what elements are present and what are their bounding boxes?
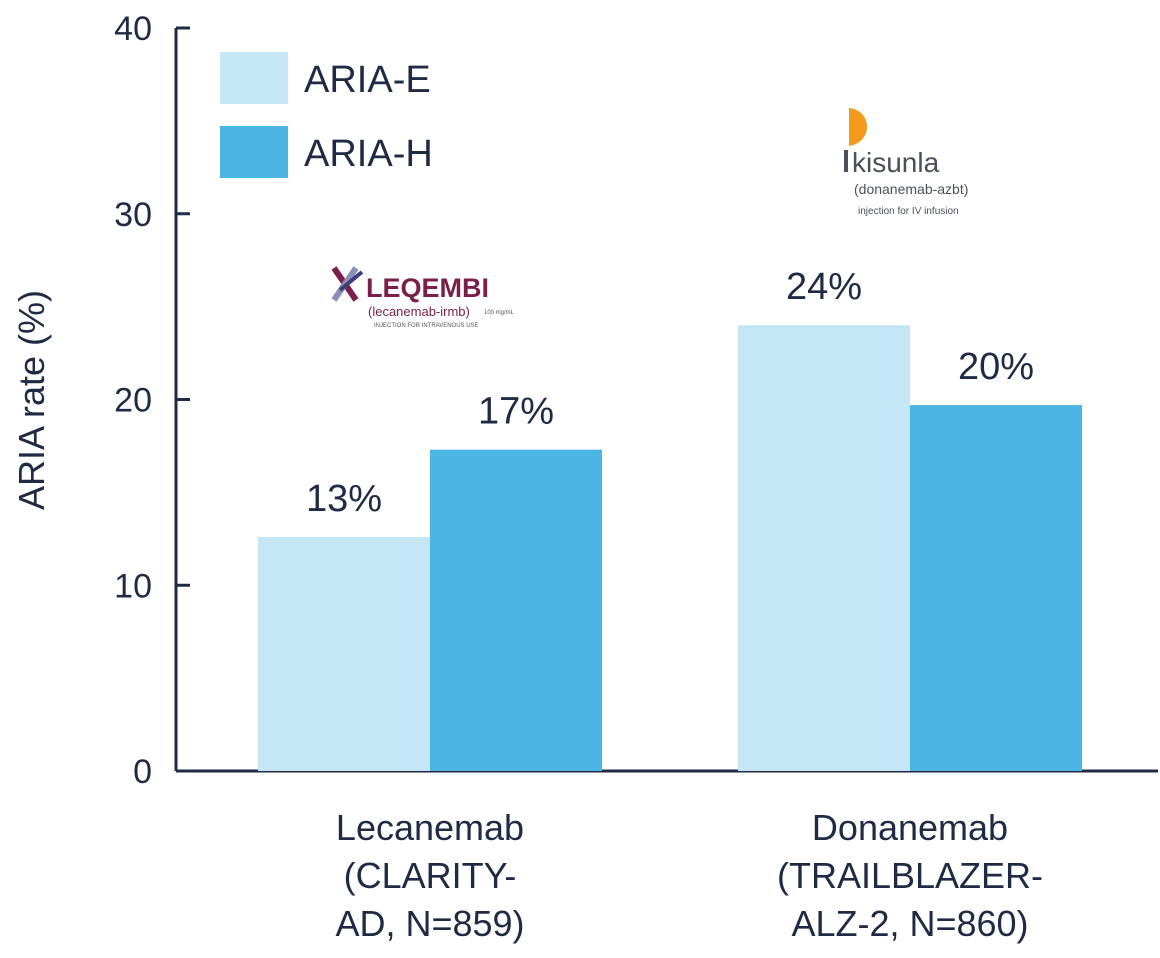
leqembi-strength: 100 mg/mL [484, 310, 515, 316]
leqembi-route: INJECTION FOR INTRAVENOUS USE [374, 323, 479, 329]
legend-swatch-aria-e [220, 52, 288, 104]
legend-swatch-aria-h [220, 126, 288, 178]
leqembi-generic: (lecanemab-irmb) [368, 304, 470, 319]
bar-aria-e-0 [258, 536, 430, 771]
leqembi-mark-icon [331, 266, 364, 302]
kisunla-route: injection for IV infusion [858, 206, 959, 217]
y-tick-label: 0 [133, 753, 152, 791]
data-label-aria-e-1: 24% [786, 266, 862, 308]
category-label-line: Lecanemab [336, 807, 524, 848]
leqembi-logo: LEQEMBI (lecanemab-irmb) 100 mg/mL INJEC… [331, 266, 515, 329]
kisunla-mark-icon [849, 108, 868, 146]
y-ticks: 0 10 20 30 40 [114, 10, 190, 791]
kisunla-name: kisunla [852, 147, 940, 178]
y-tick-label: 20 [114, 382, 152, 420]
y-tick-label: 10 [114, 567, 152, 605]
leqembi-name: LEQEMBI [366, 273, 489, 303]
bars [258, 325, 1082, 771]
legend: ARIA-E ARIA-H [220, 52, 433, 178]
data-label-aria-e-0: 13% [306, 478, 382, 520]
category-labels: Lecanemab (CLARITY- AD, N=859) Donanemab (TR… [335, 807, 1043, 944]
data-label-aria-h-1: 20% [958, 346, 1034, 388]
data-labels: 13% 17% 24% 20% [306, 266, 1034, 520]
y-tick-label: 30 [114, 196, 152, 234]
legend-label-aria-e: ARIA-E [304, 59, 431, 101]
category-label-line: AD, N=859) [335, 903, 524, 944]
kisunla-mark-stem-icon [844, 150, 848, 172]
category-label-line: ALZ-2, N=860) [791, 903, 1028, 944]
bar-aria-h-1 [910, 405, 1082, 771]
data-label-aria-h-0: 17% [478, 391, 554, 433]
y-tick-label: 40 [114, 10, 152, 48]
category-label-line: (TRAILBLAZER- [777, 855, 1043, 896]
category-label-line: (CLARITY- [344, 855, 517, 896]
bar-aria-e-1 [738, 325, 910, 771]
kisunla-generic: (donanemab-azbt) [854, 181, 968, 197]
legend-label-aria-h: ARIA-H [304, 133, 433, 175]
bar-aria-h-0 [430, 449, 602, 771]
category-label-line: Donanemab [812, 807, 1008, 848]
kisunla-logo: kisunla (donanemab-azbt) injection for I… [844, 108, 968, 217]
y-axis-title: ARIA rate (%) [11, 290, 52, 510]
